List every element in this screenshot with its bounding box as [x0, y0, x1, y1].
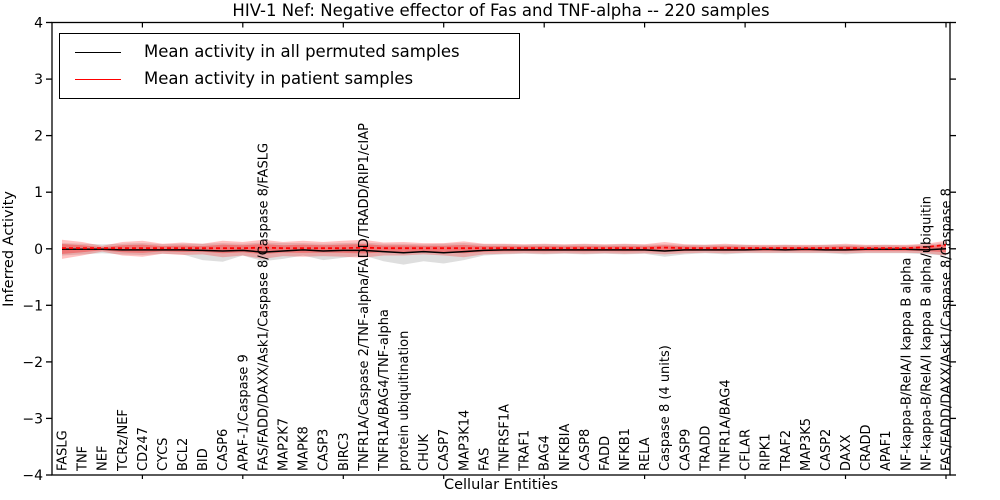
- permuted-mean-line: [62, 248, 947, 254]
- x-tick-label: FADD: [598, 436, 613, 471]
- x-tick-label: NF-kappa-B/RelA/I kappa B alpha: [899, 258, 914, 471]
- y-axis-label: Inferred Activity: [1, 191, 17, 307]
- x-tick-label: CASP7: [437, 429, 452, 471]
- x-tick-label: BIRC3: [337, 433, 352, 472]
- x-tick-label: TNF: [76, 446, 91, 472]
- x-tick-label: TCRz/NEF: [116, 409, 131, 472]
- x-tick-label: MAPK8: [297, 426, 312, 471]
- x-tick-label: TNFR1A/Caspase 2/TNF-alpha/FADD/TRADD/RI…: [357, 123, 372, 472]
- x-tick-label: CYCS: [156, 438, 171, 471]
- x-tick-label: DAXX: [839, 434, 854, 471]
- legend-line-patient-icon: [75, 78, 121, 80]
- x-tick-label: APAF1: [879, 430, 894, 471]
- x-tick-label: BCL2: [176, 438, 191, 471]
- x-tick-label: FASLG: [56, 430, 71, 471]
- x-tick-label: FAS/FADD/DAXX/Ask1/Caspase 8/Caspase 8/F…: [256, 143, 271, 471]
- legend-label-patient: Mean activity in patient samples: [144, 69, 414, 89]
- x-tick-label: NFKBIA: [558, 424, 573, 471]
- x-tick-label: TRADD: [698, 426, 713, 472]
- x-tick-label: CHUK: [417, 434, 432, 471]
- y-tick-label: 2: [34, 129, 43, 145]
- y-tick-label: −3: [22, 411, 43, 427]
- x-tick-label: TNFR1A/BAG4: [719, 379, 734, 472]
- y-tick-label: −1: [22, 298, 43, 314]
- x-tick-label: CD247: [136, 427, 151, 471]
- y-tick-label: −4: [22, 468, 43, 484]
- y-tick-label: 4: [34, 16, 43, 32]
- x-tick-label: BAG4: [538, 435, 553, 471]
- x-tick-label: Caspase 8 (4 units): [658, 345, 673, 471]
- x-tick-label: CRADD: [859, 425, 874, 472]
- x-tick-label: FAS/FADD/DAXX/Ask1/Caspase 8/Caspase 8: [940, 188, 955, 471]
- x-tick-label: NF-kappa-B/RelA/I kappa B alpha/ubiquiti…: [919, 196, 934, 471]
- x-tick-label: NEF: [96, 446, 111, 471]
- x-tick-label: RELA: [638, 437, 653, 471]
- legend-label-permuted: Mean activity in all permuted samples: [144, 42, 460, 62]
- x-tick-label: CASP3: [317, 429, 332, 471]
- x-tick-label: CFLAR: [739, 429, 754, 471]
- y-tick-label: −2: [22, 355, 43, 371]
- x-tick-label: MAP3K5: [799, 418, 814, 471]
- permuted-std-band: [62, 242, 946, 265]
- x-tick-label: CASP8: [578, 429, 593, 471]
- patient-mean-line: [62, 243, 947, 250]
- y-tick-label: 1: [34, 185, 43, 201]
- y-tick-label: 0: [34, 242, 43, 258]
- x-tick-label: TRAF1: [518, 430, 533, 472]
- x-tick-label: CASP9: [678, 429, 693, 471]
- y-tick-label: 3: [34, 72, 43, 88]
- x-tick-label: APAF-1/Caspase 9: [236, 354, 251, 471]
- x-tick-label: MAP2K7: [277, 418, 292, 471]
- legend-item-permuted: Mean activity in all permuted samples: [75, 44, 519, 61]
- chart-title: HIV-1 Nef: Negative effector of Fas and …: [232, 1, 770, 20]
- x-tick-label: FAS: [477, 448, 492, 471]
- x-tick-label: protein ubiquitination: [397, 331, 412, 471]
- x-tick-label: TRAF2: [779, 430, 794, 472]
- x-tick-label: TNFRSF1A: [498, 404, 513, 472]
- x-tick-label: CASP6: [216, 429, 231, 471]
- x-tick-label: CASP2: [819, 429, 834, 471]
- x-tick-label: NFKB1: [618, 428, 633, 471]
- legend-item-patient: Mean activity in patient samples: [75, 71, 519, 88]
- x-tick-label: TNFR1A/BAG4/TNF-alpha: [377, 309, 392, 472]
- legend: Mean activity in all permuted samples Me…: [59, 33, 520, 99]
- x-tick-label: BID: [196, 448, 211, 471]
- legend-line-permuted-icon: [75, 52, 121, 54]
- x-tick-label: MAP3K14: [457, 410, 472, 471]
- x-axis-label: Cellular Entities: [443, 477, 559, 493]
- x-tick-label: RIPK1: [759, 433, 774, 471]
